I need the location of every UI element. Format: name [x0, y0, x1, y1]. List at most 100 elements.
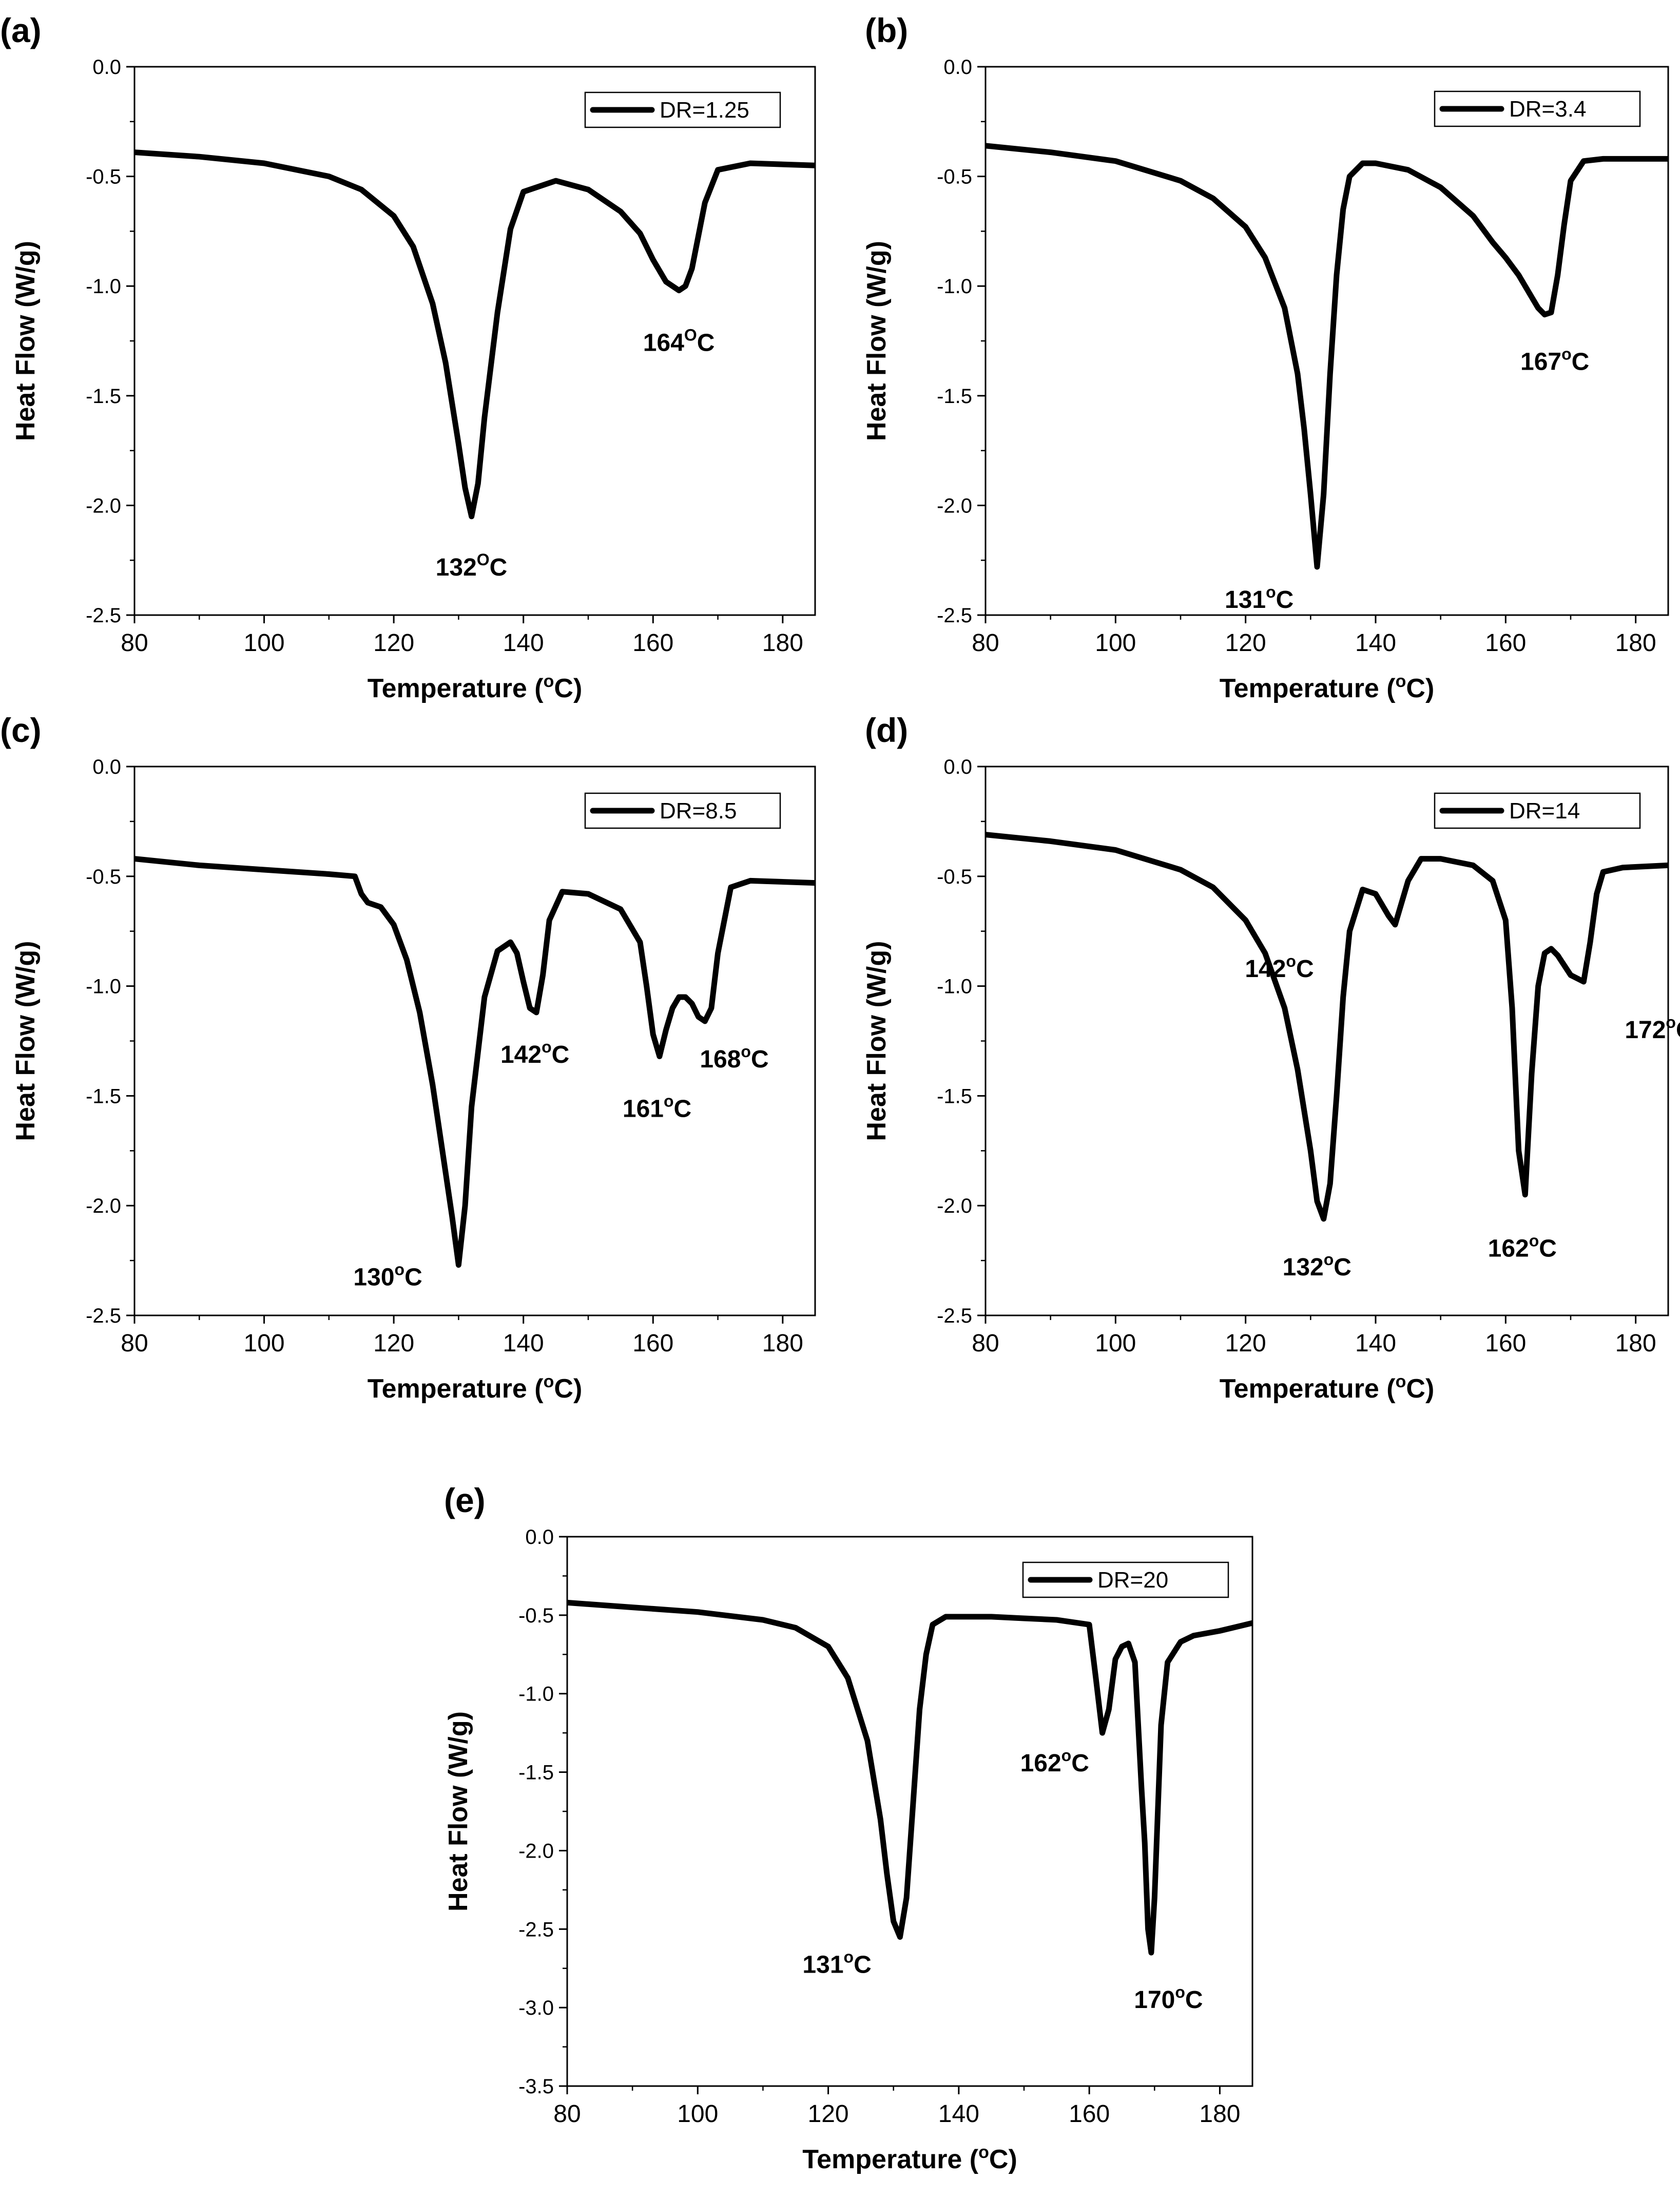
- y-tick-label: -1.0: [937, 976, 972, 998]
- peak-label-degree: o: [1529, 1231, 1539, 1250]
- peak-label: 130oC: [353, 1260, 422, 1291]
- peak-label: 172oC: [1625, 1013, 1680, 1044]
- peak-label-unit: C: [1185, 1986, 1203, 2014]
- x-axis-title-unit: C): [989, 2145, 1017, 2174]
- peak-label-value: 142: [500, 1041, 542, 1068]
- peak-label-degree: o: [741, 1042, 751, 1061]
- y-tick-label: -3.5: [518, 2075, 554, 2098]
- peak-label: 131oC: [1225, 583, 1293, 614]
- y-axis-title: Heat Flow (W/g): [862, 241, 892, 441]
- y-tick-label: -0.5: [86, 166, 121, 188]
- y-tick-label: -1.0: [86, 976, 121, 998]
- x-tick-label: 100: [244, 1330, 285, 1357]
- x-axis-title-unit: C): [554, 674, 582, 703]
- peak-label: 168oC: [700, 1042, 768, 1073]
- series-line-dr-8-5: [134, 856, 815, 1268]
- x-axis-title-degree: o: [1396, 672, 1406, 691]
- series-line-dr-14: [986, 832, 1668, 1222]
- x-axis-title: Temperature (oC): [802, 2143, 1017, 2174]
- y-tick-label: 0.0: [525, 1526, 554, 1549]
- peak-label-degree: o: [664, 1092, 674, 1110]
- chart-panel-d: (d) 80 100 120 140 160 180 0.0 -0.5 -1.0 -1.5 -2.0 -…: [862, 711, 1680, 1404]
- x-tick-label: 120: [808, 2100, 849, 2128]
- y-axis-title: Heat Flow (W/g): [11, 941, 41, 1141]
- panel-letter: (b): [865, 11, 908, 49]
- peak-label: 167oC: [1520, 345, 1589, 376]
- y-tick-label: -0.5: [518, 1604, 554, 1627]
- legend-box: [1022, 1561, 1229, 1598]
- y-axis-title: Heat Flow (W/g): [862, 941, 892, 1141]
- x-tick-label: 180: [1199, 2100, 1240, 2128]
- y-tick-label: -1.5: [86, 385, 121, 408]
- x-tick-label: 160: [1485, 1330, 1526, 1357]
- legend-label: DR=3.4: [1509, 97, 1586, 122]
- y-tick-label: -2.5: [937, 604, 972, 627]
- x-tick-label: 160: [632, 1330, 673, 1357]
- panel-letter: (c): [0, 711, 42, 749]
- peak-label-value: 164: [643, 330, 684, 357]
- y-tick-label: -2.0: [86, 1195, 121, 1217]
- chart-panel-e: (e) 80 100 120 140 160 180 0.0 -0.5 -1.0 -1.5 -2.0 -…: [443, 1481, 1253, 2174]
- x-tick-label: 180: [1615, 629, 1656, 657]
- x-axis-title-unit: C): [554, 1374, 582, 1404]
- peak-label-unit: C: [1676, 1017, 1680, 1044]
- peak-label-unit: C: [1276, 586, 1294, 614]
- x-tick-label: 160: [632, 629, 673, 657]
- x-tick-label: 120: [373, 1330, 414, 1357]
- legend: DR=1.25: [584, 91, 781, 128]
- peak-label-degree: o: [1061, 1746, 1072, 1765]
- peak-label-degree: o: [1175, 1983, 1185, 2001]
- y-tick-label: -2.5: [937, 1305, 972, 1327]
- x-tick-label: 180: [762, 629, 803, 657]
- x-tick-label: 80: [972, 1330, 999, 1357]
- x-axis-title-unit: C): [1406, 674, 1434, 703]
- peak-label-degree: o: [395, 1260, 405, 1279]
- y-tick-label: -2.0: [518, 1840, 554, 1862]
- x-tick-label: 80: [553, 2100, 581, 2128]
- x-tick-label: 140: [503, 1330, 544, 1357]
- y-tick-label: -1.5: [86, 1085, 121, 1107]
- y-tick-label: -3.0: [518, 1997, 554, 2019]
- peak-label-degree: O: [684, 326, 697, 345]
- y-tick-label: 0.0: [943, 756, 972, 778]
- peak-label-value: 162: [1020, 1750, 1061, 1777]
- y-tick-label: -2.5: [86, 1305, 121, 1327]
- peak-label-value: 130: [353, 1264, 394, 1291]
- chart-panel-a: (a) 80 100 120 140 160 180 0.0 -0.5 -1.0 -1.5 -2.0 -…: [0, 11, 816, 703]
- peak-label-degree: o: [1266, 583, 1276, 601]
- peak-label-degree: o: [1324, 1250, 1334, 1269]
- peak-label-unit: C: [1539, 1235, 1557, 1262]
- legend-label: DR=20: [1097, 1568, 1168, 1593]
- peak-label: 170oC: [1134, 1983, 1203, 2014]
- chart-panel-b: (b) 80 100 120 140 160 180 0.0 -0.5 -1.0 -1.5 -2.0 -…: [862, 11, 1669, 703]
- y-tick-label: -2.0: [86, 494, 121, 517]
- x-tick-label: 80: [121, 629, 148, 657]
- peak-label-value: 131: [802, 1952, 843, 1979]
- x-tick-label: 140: [503, 629, 544, 657]
- x-tick-label: 140: [938, 2100, 979, 2128]
- legend-box: [584, 792, 781, 829]
- x-tick-label: 80: [972, 629, 999, 657]
- y-tick-label: -2.5: [86, 604, 121, 627]
- series-line-dr-3-4: [986, 143, 1668, 570]
- x-tick-label: 180: [1615, 1330, 1656, 1357]
- peak-label-degree: o: [1561, 345, 1572, 364]
- legend-label: DR=14: [1509, 798, 1580, 824]
- peak-label-unit: C: [1334, 1254, 1351, 1281]
- peak-label-value: 132: [1283, 1254, 1324, 1281]
- peak-label-unit: C: [854, 1952, 872, 1979]
- peak-label-degree: o: [542, 1038, 552, 1056]
- peak-label: 132oC: [1283, 1250, 1351, 1281]
- x-tick-label: 180: [762, 1330, 803, 1357]
- peak-label-unit: C: [552, 1041, 570, 1068]
- legend: DR=20: [1022, 1561, 1229, 1598]
- x-tick-label: 160: [1069, 2100, 1110, 2128]
- x-tick-label: 120: [373, 629, 414, 657]
- peak-label-unit: C: [1572, 349, 1590, 376]
- y-tick-label: -1.0: [518, 1683, 554, 1706]
- panel-letter: (e): [444, 1481, 486, 1519]
- peak-label-degree: o: [1286, 952, 1296, 970]
- x-tick-label: 100: [677, 2100, 718, 2128]
- x-axis-title-main: Temperature (: [368, 674, 544, 703]
- peak-label: 132OC: [436, 550, 508, 581]
